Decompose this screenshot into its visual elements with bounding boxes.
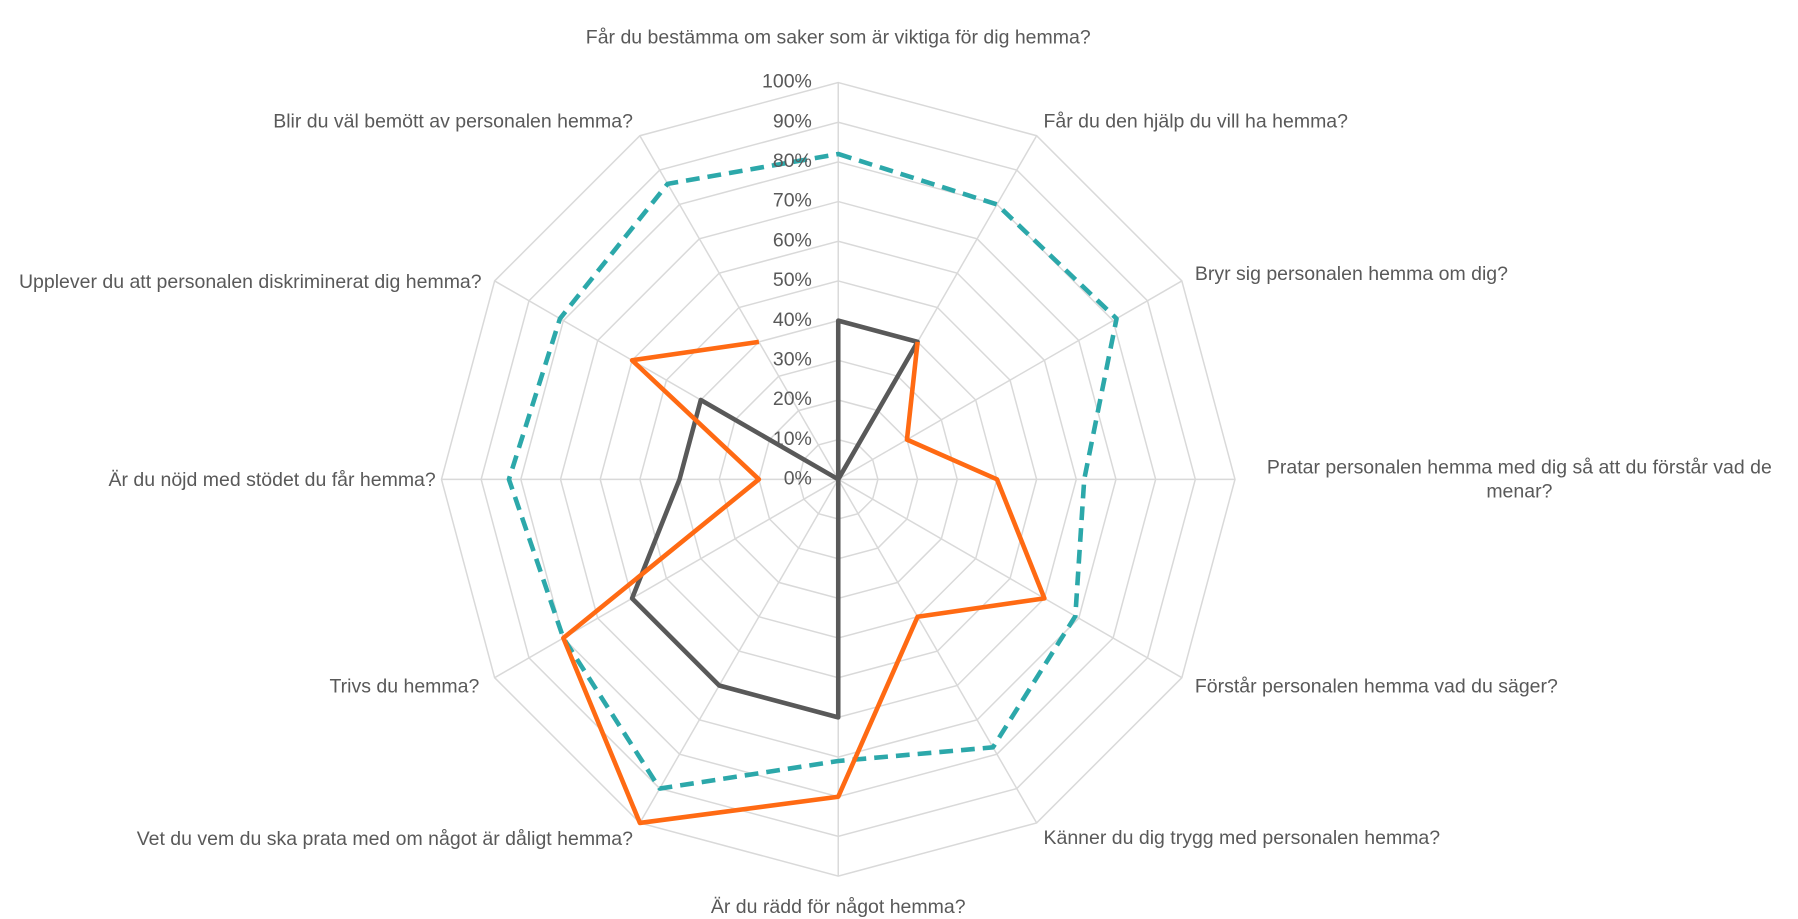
r-tick-label: 30% <box>773 348 812 370</box>
r-tick-label: 10% <box>773 428 812 450</box>
category-label: Vet du vem du ska prata med om något är … <box>136 827 633 850</box>
category-label: Pratar personalen hemma med dig så att d… <box>1266 456 1772 503</box>
r-tick-label: 80% <box>773 150 812 172</box>
category-label: Känner du dig trygg med personalen hemma… <box>1043 826 1441 848</box>
category-label: Är du nöjd med stödet du får hemma? <box>108 468 436 491</box>
r-tick-label: 50% <box>773 269 812 291</box>
category-label: Får du bestämma om saker som är viktiga … <box>585 25 1091 48</box>
series-line <box>629 318 920 720</box>
category-label: Är du rädd för något hemma? <box>710 894 966 917</box>
r-tick-label: 20% <box>773 388 812 410</box>
spoke <box>837 478 1038 824</box>
r-tick-label: 90% <box>773 110 812 132</box>
spoke <box>639 135 839 480</box>
r-tick-label: 0% <box>784 467 812 489</box>
spoke <box>639 478 839 824</box>
category-label: Bryr sig personalen hemma om dig? <box>1194 262 1509 284</box>
r-tick-label: 100% <box>762 71 812 93</box>
spoke <box>837 280 1183 480</box>
spoke <box>837 478 1183 679</box>
r-tick-label: 60% <box>773 229 812 251</box>
category-label: Blir du väl bemött av personalen hemma? <box>273 109 633 132</box>
category-label: Upplever du att personalen diskriminerat… <box>18 270 482 292</box>
category-label: Får du den hjälp du vill ha hemma? <box>1043 109 1348 132</box>
r-tick-label: 70% <box>773 190 812 212</box>
category-label: Trivs du hemma? <box>329 674 480 697</box>
series-line <box>561 339 1047 826</box>
r-tick-label: 40% <box>773 309 812 331</box>
spoke <box>494 478 839 679</box>
series-line <box>506 151 1119 791</box>
category-label: Förstår personalen hemma vad du säger? <box>1194 674 1558 697</box>
